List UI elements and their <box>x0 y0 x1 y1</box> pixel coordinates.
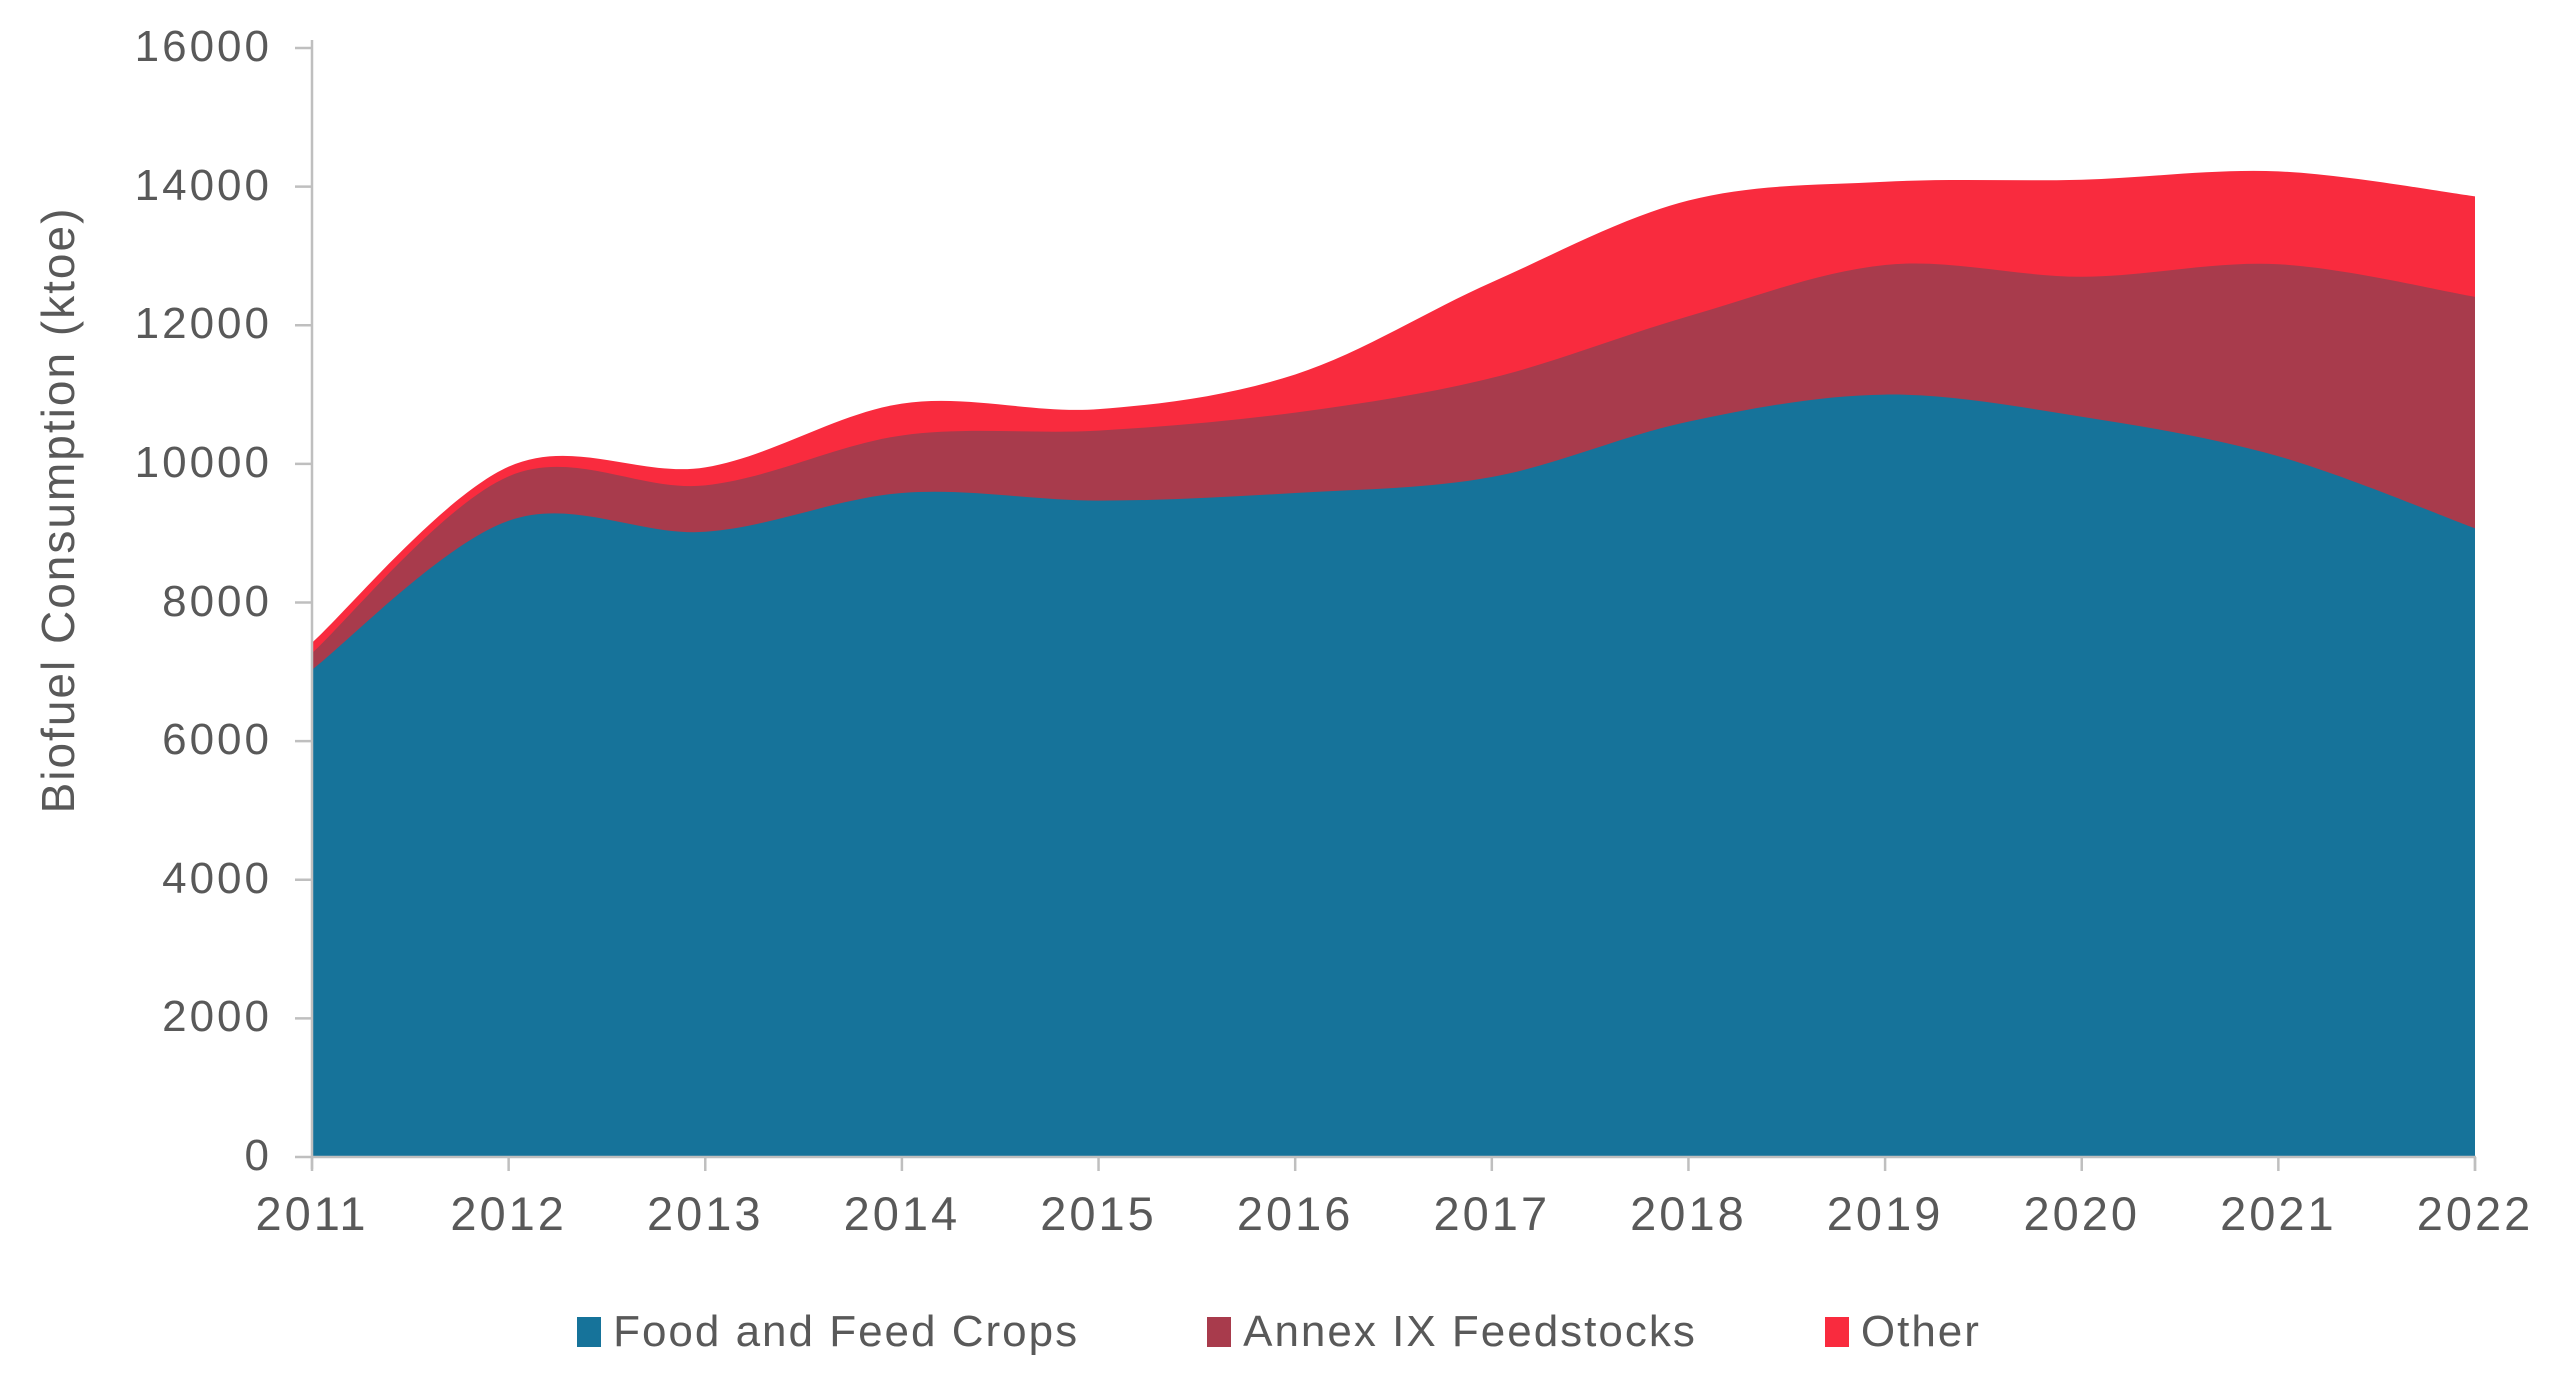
y-tick-label: 2000 <box>162 992 272 1042</box>
x-tick-label: 2018 <box>1630 1187 1747 1240</box>
x-tick-label: 2022 <box>2416 1187 2534 1240</box>
legend-label: Annex IX Feedstocks <box>1243 1307 1697 1356</box>
legend-swatch-icon <box>577 1317 602 1347</box>
x-tick-label: 2015 <box>1040 1187 1157 1240</box>
y-tick-label: 4000 <box>162 853 272 903</box>
y-tick-label: 12000 <box>134 299 272 349</box>
area-food-and-feed-crops <box>312 394 2475 1158</box>
x-tick-label: 2021 <box>2220 1187 2337 1240</box>
y-tick-label: 8000 <box>162 576 272 626</box>
legend-item-food-and-feed-crops: Food and Feed Crops <box>577 1307 1079 1357</box>
y-axis-title: Biofuel Consumption (ktoe) <box>32 206 84 814</box>
x-tick-label: 2019 <box>1826 1187 1944 1240</box>
y-tick-label: 10000 <box>134 437 272 487</box>
legend-swatch-icon <box>1824 1317 1849 1347</box>
legend-item-other: Other <box>1824 1307 1981 1357</box>
x-tick-label: 2020 <box>2023 1187 2140 1240</box>
x-tick-label: 2011 <box>255 1187 369 1240</box>
x-tick-label: 2017 <box>1433 1187 1551 1240</box>
y-tick-label: 6000 <box>162 715 272 765</box>
y-tick-label: 14000 <box>134 160 272 210</box>
chart-legend: Food and Feed Crops Annex IX Feedstocks Ot… <box>0 1300 2558 1364</box>
x-tick-label: 2014 <box>843 1187 961 1240</box>
x-tick-label: 2012 <box>450 1187 567 1240</box>
y-tick-label: 0 <box>244 1131 272 1180</box>
legend-label: Other <box>1860 1307 1981 1356</box>
x-tick-label: 2016 <box>1236 1187 1354 1240</box>
legend-item-annex-ix-feedstocks: Annex IX Feedstocks <box>1207 1307 1697 1357</box>
legend-swatch-icon <box>1207 1317 1232 1347</box>
legend-label: Food and Feed Crops <box>613 1307 1080 1356</box>
y-tick-label: 16000 <box>134 22 272 71</box>
x-tick-label: 2013 <box>646 1187 764 1240</box>
